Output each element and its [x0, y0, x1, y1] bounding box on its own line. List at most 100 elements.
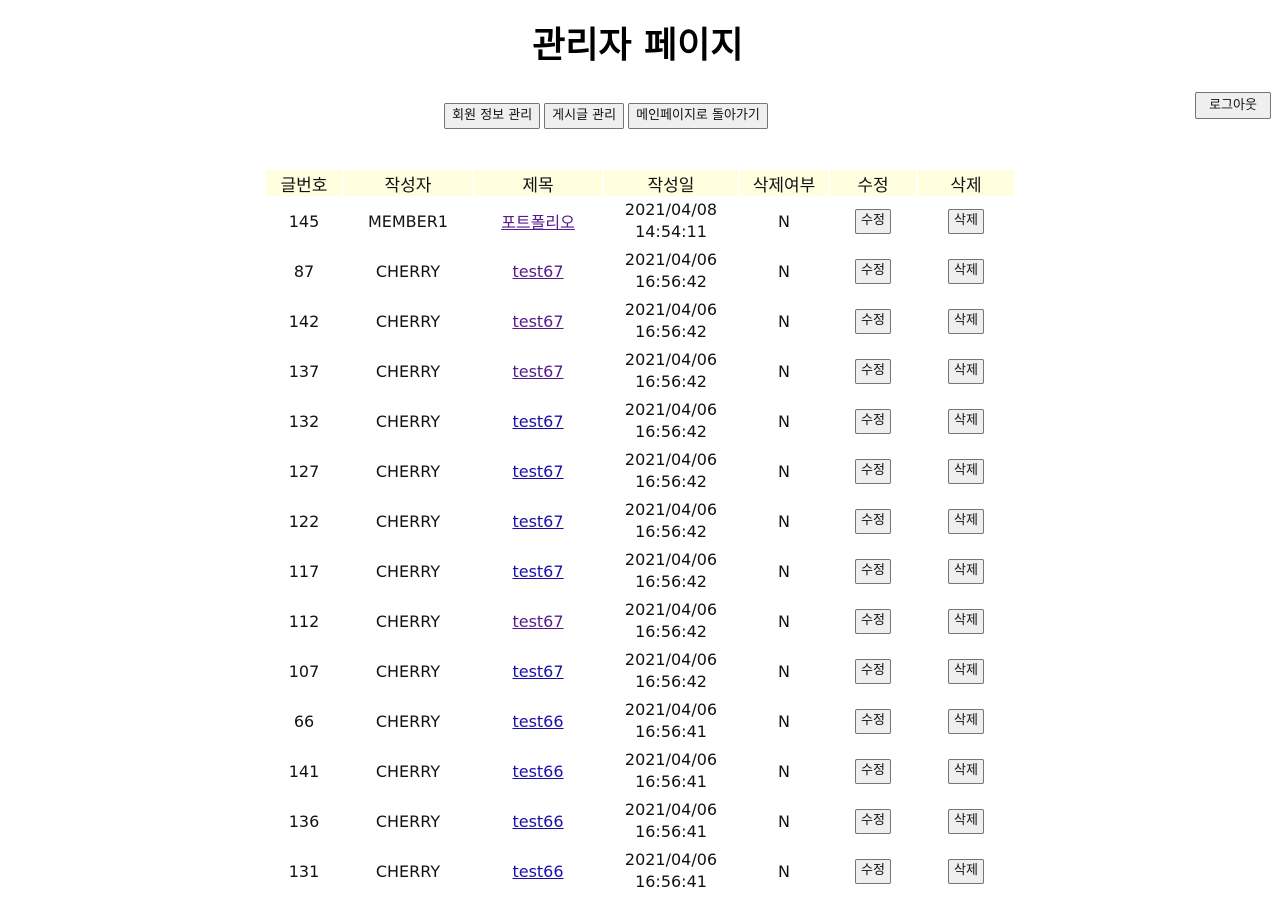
post-title-link[interactable]: test67: [512, 561, 564, 581]
table-row: 117 CHERRY test67 2021/04/06 16:56:42 N 수정 삭제: [266, 546, 1014, 596]
table-row: 136 CHERRY test66 2021/04/06 16:56:41 N 수정 삭제: [266, 796, 1014, 846]
deleted-flag-cell: N: [778, 611, 790, 631]
edit-cell: 수정: [830, 696, 916, 746]
deleted-flag-cell: N: [778, 711, 790, 731]
post-title-link[interactable]: test66: [512, 761, 564, 781]
date-cell: 2021/04/06: [604, 896, 738, 908]
date-cell: 2021/04/06 16:56:42: [604, 246, 738, 296]
post-time: 16:56:41: [635, 722, 707, 741]
post-title-link[interactable]: test67: [512, 411, 564, 431]
header-post-number: 글번호: [266, 170, 342, 196]
writer-cell: MEMBER1: [367, 211, 449, 231]
post-title-link[interactable]: test66: [512, 811, 564, 831]
post-title-link[interactable]: test66: [512, 861, 564, 881]
edit-button[interactable]: 수정: [855, 658, 891, 684]
post-number-cell: 66: [293, 711, 315, 731]
delete-button[interactable]: 삭제: [948, 358, 984, 384]
post-date: 2021/04/06: [624, 800, 718, 819]
writer-cell: CHERRY: [375, 761, 441, 781]
deleted-flag-cell: N: [778, 761, 790, 781]
edit-button[interactable]: 수정: [855, 208, 891, 234]
deleted-flag-cell: N: [778, 311, 790, 331]
delete-button[interactable]: 삭제: [948, 858, 984, 884]
date-cell: 2021/04/06 16:56:41: [604, 746, 738, 796]
edit-button[interactable]: 수정: [855, 508, 891, 534]
header-deleted: 삭제여부: [740, 170, 828, 196]
edit-cell: [830, 896, 916, 908]
post-date: 2021/04/06: [624, 550, 718, 569]
post-title-link[interactable]: test67: [512, 311, 564, 331]
edit-button[interactable]: 수정: [855, 758, 891, 784]
title-cell: 포트폴리오: [474, 196, 602, 246]
post-title-link[interactable]: 포트폴리오: [501, 213, 575, 232]
post-title-link[interactable]: test67: [512, 611, 564, 631]
edit-button[interactable]: 수정: [855, 408, 891, 434]
edit-button[interactable]: 수정: [855, 308, 891, 334]
delete-cell: 삭제: [918, 446, 1014, 496]
edit-button[interactable]: 수정: [855, 258, 891, 284]
delete-cell: 삭제: [918, 846, 1014, 896]
delete-button[interactable]: 삭제: [948, 558, 984, 584]
back-to-main-button[interactable]: 메인페이지로 돌아가기: [628, 103, 768, 129]
delete-button[interactable]: 삭제: [948, 808, 984, 834]
writer-cell: CHERRY: [375, 561, 441, 581]
edit-button[interactable]: 수정: [855, 858, 891, 884]
member-management-button[interactable]: 회원 정보 관리: [444, 103, 541, 129]
edit-button[interactable]: 수정: [855, 558, 891, 584]
delete-button[interactable]: 삭제: [948, 208, 984, 234]
date-cell: 2021/04/06 16:56:42: [604, 346, 738, 396]
delete-button[interactable]: 삭제: [948, 258, 984, 284]
edit-cell: 수정: [830, 446, 916, 496]
posts-table-body: 145 MEMBER1 포트폴리오 2021/04/08 14:54:11 N 수정 삭제 87…: [266, 196, 1014, 908]
title-cell: test66: [474, 846, 602, 896]
delete-button[interactable]: 삭제: [948, 408, 984, 434]
logout-button[interactable]: 로그아웃: [1195, 92, 1271, 119]
post-number-cell: 136: [288, 811, 320, 831]
edit-button[interactable]: 수정: [855, 358, 891, 384]
post-title-link[interactable]: test67: [512, 361, 564, 381]
delete-button[interactable]: 삭제: [948, 708, 984, 734]
post-management-button[interactable]: 게시글 관리: [544, 103, 625, 129]
post-title-link[interactable]: test67: [512, 261, 564, 281]
posts-table: 글번호 작성자 제목 작성일 삭제여부 수정 삭제 145 MEMBER1 포트폴리…: [264, 170, 1016, 908]
date-cell: 2021/04/06 16:56:42: [604, 596, 738, 646]
title-cell: test67: [474, 446, 602, 496]
delete-button[interactable]: 삭제: [948, 458, 984, 484]
date-cell: 2021/04/06 16:56:41: [604, 796, 738, 846]
deleted-flag-cell: N: [778, 511, 790, 531]
edit-button[interactable]: 수정: [855, 608, 891, 634]
edit-button[interactable]: 수정: [855, 808, 891, 834]
title-cell: test66: [474, 796, 602, 846]
post-date: 2021/04/08: [624, 200, 718, 219]
edit-button[interactable]: 수정: [855, 458, 891, 484]
writer-cell: CHERRY: [375, 511, 441, 531]
table-row: 66 CHERRY test66 2021/04/06 16:56:41 N 수정 삭제: [266, 696, 1014, 746]
delete-button[interactable]: 삭제: [948, 308, 984, 334]
delete-button[interactable]: 삭제: [948, 658, 984, 684]
writer-cell: [344, 896, 472, 908]
edit-cell: 수정: [830, 396, 916, 446]
post-title-link[interactable]: test67: [512, 661, 564, 681]
post-number-cell: 127: [288, 461, 320, 481]
date-cell: 2021/04/06 16:56:42: [604, 646, 738, 696]
delete-button[interactable]: 삭제: [948, 508, 984, 534]
edit-cell: 수정: [830, 196, 916, 246]
edit-button[interactable]: 수정: [855, 708, 891, 734]
edit-cell: 수정: [830, 296, 916, 346]
deleted-flag-cell: N: [778, 411, 790, 431]
deleted-flag-cell: N: [778, 211, 790, 231]
title-cell: test67: [474, 246, 602, 296]
header-delete: 삭제: [918, 170, 1014, 196]
post-number-cell: 112: [288, 611, 320, 631]
writer-cell: CHERRY: [375, 411, 441, 431]
table-row: 107 CHERRY test67 2021/04/06 16:56:42 N 수정 삭제: [266, 646, 1014, 696]
post-time: 16:56:42: [635, 522, 707, 541]
post-title-link[interactable]: test67: [512, 511, 564, 531]
delete-cell: 삭제: [918, 396, 1014, 446]
post-title-link[interactable]: test67: [512, 461, 564, 481]
delete-button[interactable]: 삭제: [948, 758, 984, 784]
delete-button[interactable]: 삭제: [948, 608, 984, 634]
post-date: 2021/04/06: [624, 400, 718, 419]
post-title-link[interactable]: test66: [512, 711, 564, 731]
